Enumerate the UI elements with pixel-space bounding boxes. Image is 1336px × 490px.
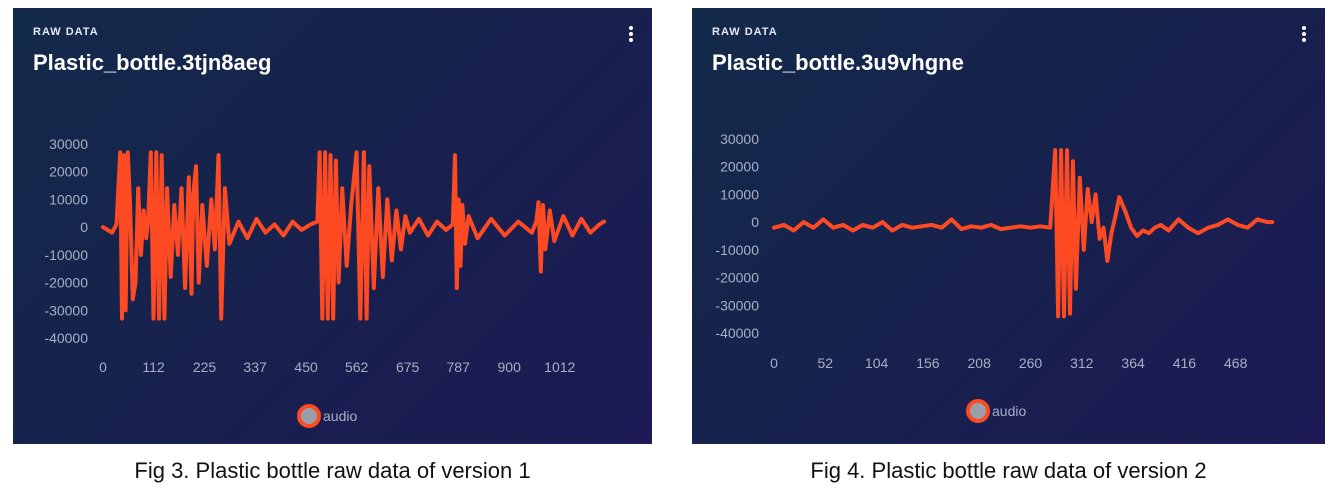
chart-svg-2: 30000 20000 10000 0 -10000 -20000 -30000 -40000… [715, 131, 1275, 423]
x-tick-label: 900 [498, 359, 522, 375]
y-tick-label: 30000 [49, 136, 88, 152]
y-tick-label: -40000 [44, 330, 88, 346]
raw-data-label: RAW DATA [33, 26, 99, 38]
legend-label[interactable]: audio [323, 408, 357, 424]
x-tick-label: 787 [447, 359, 471, 375]
chart-card-1: RAW DATA Plastic_bottle.3tjn8aeg 30000 20… [13, 8, 652, 444]
x-tick-label: 562 [345, 359, 369, 375]
x-tick-label: 0 [770, 355, 778, 371]
x-tick-label: 450 [294, 359, 318, 375]
y-tick-label: 20000 [49, 164, 88, 180]
y-tick-label: -10000 [715, 242, 759, 258]
y-tick-label: 10000 [49, 191, 88, 207]
x-tick-label: 416 [1173, 355, 1197, 371]
figure-caption-2: Fig 4. Plastic bottle raw data of versio… [810, 458, 1207, 483]
x-tick-label: 156 [916, 355, 940, 371]
x-tick-label: 52 [818, 355, 834, 371]
kebab-menu-icon[interactable] [628, 26, 634, 42]
y-tick-label: -30000 [44, 302, 88, 318]
x-tick-label: 468 [1224, 355, 1248, 371]
y-tick-label: -20000 [44, 275, 88, 291]
x-tick-label: 337 [243, 359, 267, 375]
chart-card-2: RAW DATA Plastic_bottle.3u9vhgne 30000 20… [692, 8, 1325, 444]
y-tick-label: 10000 [720, 186, 759, 202]
x-tick-label: 104 [865, 355, 889, 371]
legend-marker[interactable] [966, 399, 990, 423]
x-tick-label: 112 [142, 359, 165, 375]
y-tick-label: 30000 [720, 131, 759, 147]
legend-marker[interactable] [297, 404, 321, 428]
x-tick-label: 1012 [544, 359, 575, 375]
x-tick-label: 675 [396, 359, 420, 375]
chart-svg-1: 30000 20000 10000 0 -10000 -20000 -30000 -40000… [44, 136, 606, 428]
x-tick-label: 312 [1070, 355, 1094, 371]
raw-data-label: RAW DATA [712, 26, 778, 38]
y-tick-label: 0 [80, 219, 88, 235]
y-tick-label: -40000 [715, 325, 759, 341]
kebab-menu-icon[interactable] [1301, 26, 1307, 42]
x-tick-label: 0 [99, 359, 107, 375]
series-line-audio [101, 150, 606, 321]
series-line-audio [772, 148, 1275, 319]
x-tick-label: 364 [1121, 355, 1145, 371]
chart-title: Plastic_bottle.3tjn8aeg [33, 50, 272, 75]
y-tick-label: 20000 [720, 159, 759, 175]
x-tick-label: 208 [968, 355, 992, 371]
legend-label[interactable]: audio [992, 403, 1026, 419]
y-tick-label: 0 [751, 214, 759, 230]
chart-title: Plastic_bottle.3u9vhgne [712, 50, 964, 75]
x-tick-label: 225 [193, 359, 217, 375]
x-tick-label: 260 [1019, 355, 1043, 371]
y-tick-label: -10000 [44, 247, 88, 263]
y-tick-label: -20000 [715, 270, 759, 286]
figure-caption-1: Fig 3. Plastic bottle raw data of versio… [134, 458, 531, 483]
y-tick-label: -30000 [715, 297, 759, 313]
